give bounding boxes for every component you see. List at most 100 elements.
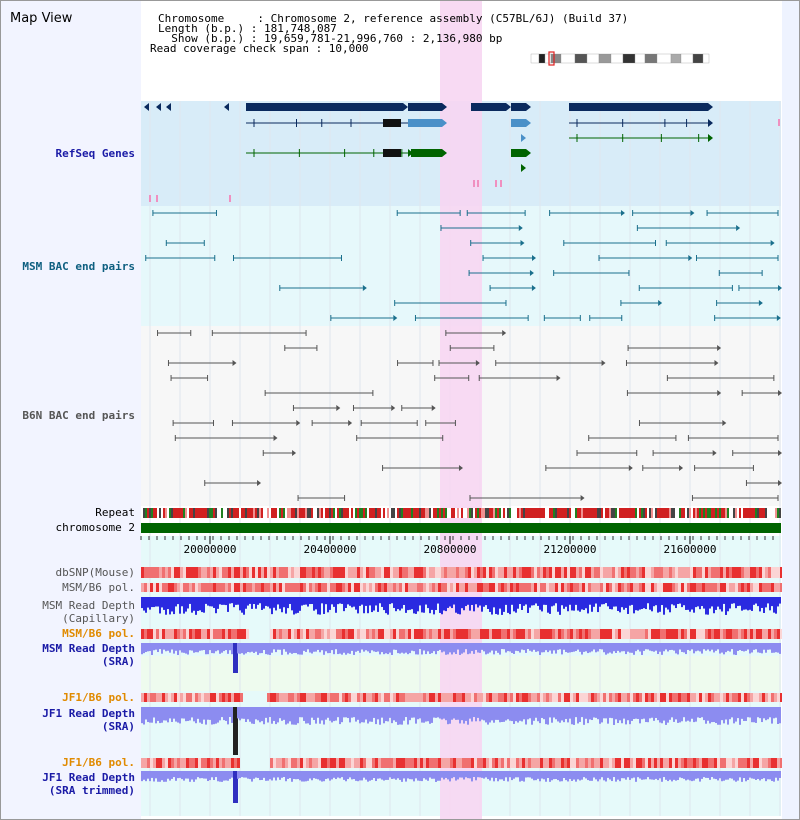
depth-bin bbox=[779, 643, 781, 654]
polymorphism-bin bbox=[195, 693, 198, 702]
polymorphism-bin bbox=[552, 629, 555, 639]
depth-bin bbox=[279, 597, 281, 609]
depth-bin bbox=[199, 707, 201, 723]
polymorphism-bin bbox=[186, 567, 189, 578]
depth-bin bbox=[407, 771, 409, 779]
depth-bin bbox=[615, 643, 617, 653]
depth-bin bbox=[531, 771, 533, 779]
depth-bin bbox=[477, 597, 479, 608]
depth-spike bbox=[235, 707, 238, 755]
depth-bin bbox=[377, 771, 379, 779]
polymorphism-bin bbox=[552, 758, 555, 768]
depth-bin bbox=[219, 643, 221, 654]
depth-bin bbox=[707, 771, 709, 778]
b6n-bac-end bbox=[431, 405, 436, 411]
pink-tick bbox=[778, 119, 780, 126]
depth-bin bbox=[653, 643, 655, 652]
depth-bin bbox=[487, 707, 489, 725]
polymorphism-bin bbox=[360, 567, 363, 578]
polymorphism-bin bbox=[150, 583, 153, 592]
polymorphism-bin bbox=[516, 567, 519, 578]
polymorphism-bin bbox=[420, 693, 423, 702]
repeat-segment bbox=[651, 508, 653, 518]
depth-bin bbox=[181, 771, 183, 780]
polymorphism-bin bbox=[654, 629, 657, 639]
polymorphism-bin bbox=[288, 758, 291, 768]
polymorphism-bin bbox=[696, 693, 699, 702]
depth-bin bbox=[519, 707, 521, 721]
depth-bin bbox=[241, 597, 243, 613]
polymorphism-bin bbox=[684, 629, 687, 639]
repeat-segment bbox=[339, 508, 341, 518]
repeat-segment bbox=[397, 508, 399, 518]
depth-bin bbox=[599, 771, 601, 780]
depth-bin bbox=[317, 771, 319, 780]
repeat-segment bbox=[589, 508, 591, 518]
polymorphism-bin bbox=[738, 693, 741, 702]
polymorphism-bin bbox=[525, 693, 528, 702]
depth-bin bbox=[255, 707, 257, 720]
depth-bin bbox=[539, 771, 541, 782]
depth-bin bbox=[647, 707, 649, 723]
depth-bin bbox=[381, 597, 383, 607]
track-label-b6n-bac[interactable]: B6N BAC end pairs bbox=[22, 409, 135, 422]
depth-bin bbox=[571, 707, 573, 725]
depth-bin bbox=[669, 643, 671, 651]
depth-bin bbox=[481, 771, 483, 778]
depth-bin bbox=[379, 597, 381, 604]
depth-bin bbox=[269, 707, 271, 718]
repeat-segment bbox=[599, 508, 601, 518]
depth-bin bbox=[525, 771, 527, 778]
track-label-refseq[interactable]: RefSeq Genes bbox=[55, 147, 135, 160]
depth-bin bbox=[313, 707, 315, 721]
polymorphism-bin bbox=[318, 583, 321, 592]
vertical-scrollbar[interactable] bbox=[782, 1, 799, 819]
polymorphism-bin bbox=[624, 583, 627, 592]
depth-bin bbox=[347, 597, 349, 605]
track-label-msm-bac[interactable]: MSM BAC end pairs bbox=[22, 260, 135, 273]
polymorphism-bin bbox=[279, 567, 282, 578]
polymorphism-bin bbox=[243, 567, 246, 578]
depth-bin bbox=[701, 771, 703, 779]
repeat-segment bbox=[585, 508, 587, 518]
polymorphism-bin bbox=[174, 583, 177, 592]
depth-bin bbox=[239, 707, 241, 721]
depth-bin bbox=[201, 643, 203, 651]
repeat-segment bbox=[583, 508, 585, 518]
repeat-segment bbox=[229, 508, 231, 518]
polymorphism-bin bbox=[216, 629, 219, 639]
repeat-segment bbox=[733, 508, 735, 518]
depth-bin bbox=[769, 707, 771, 718]
depth-bin bbox=[263, 771, 265, 778]
depth-bin bbox=[711, 597, 713, 607]
depth-bin bbox=[325, 597, 327, 605]
depth-bin bbox=[437, 771, 439, 781]
depth-bin bbox=[601, 771, 603, 778]
depth-bin bbox=[289, 707, 291, 722]
depth-bin bbox=[145, 707, 147, 720]
depth-bin bbox=[551, 643, 553, 654]
repeat-segment bbox=[187, 508, 189, 518]
polymorphism-bin bbox=[702, 693, 705, 702]
depth-bin bbox=[397, 771, 399, 779]
repeat-segment bbox=[657, 508, 659, 518]
depth-bin bbox=[251, 707, 253, 724]
polymorphism-bin bbox=[357, 693, 360, 702]
polymorphism-bin bbox=[585, 583, 588, 592]
repeat-segment bbox=[459, 508, 461, 518]
repeat-segment bbox=[591, 508, 593, 518]
polymorphism-bin bbox=[198, 629, 201, 639]
polymorphism-bin bbox=[450, 567, 453, 578]
depth-bin bbox=[231, 771, 233, 778]
polymorphism-bin bbox=[342, 629, 345, 639]
depth-bin bbox=[699, 771, 701, 782]
depth-bin bbox=[373, 643, 375, 652]
depth-bin bbox=[447, 771, 449, 780]
polymorphism-bin bbox=[273, 629, 276, 639]
depth-bin bbox=[651, 771, 653, 780]
chromosome-ideogram[interactable] bbox=[531, 54, 711, 63]
depth-bin bbox=[591, 643, 593, 652]
polymorphism-bin bbox=[642, 567, 645, 578]
depth-bin bbox=[195, 597, 197, 615]
